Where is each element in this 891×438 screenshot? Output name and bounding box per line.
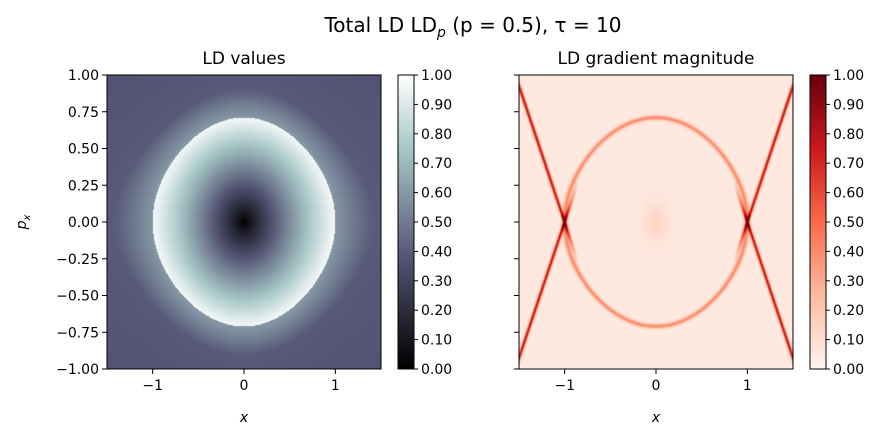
ld-values-cb-tick-label-8: 0.20: [421, 303, 452, 319]
ld-values-x-tick-label-0: −1: [142, 378, 163, 394]
ld-values-cb-tick-label-6: 0.40: [421, 244, 452, 260]
ld-gradient-cb-tick-label-2: 0.80: [833, 127, 864, 143]
colorbar-ticks-ld-values: 1.00 0.90 0.80 0.70 0.60 0.50 0.40 0.30 0.20 0.10…: [414, 68, 452, 378]
ld-values-cb-tick-label-3: 0.70: [421, 156, 452, 172]
ld-values-y-tick-label-0: 1.00: [68, 68, 99, 84]
ld-gradient-cb-tick-label-3: 0.70: [833, 156, 864, 172]
panel-title-ld-values: LD values: [202, 49, 285, 69]
heatmap-ld-gradient: [518, 74, 794, 370]
y-axis-ld-values: 1.00 0.75 0.50 0.25 0.00 −0.25 −0.50 −0.75 −1.00: [56, 68, 107, 378]
ld-values-cb-tick-label-5: 0.50: [421, 215, 452, 231]
ld-gradient-cb-tick-label-1: 0.90: [833, 97, 864, 113]
ld-gradient-cb-tick-label-10: 0.00: [833, 362, 864, 378]
figure-suptitle: Total LD LDp (p = 0.5), τ = 10: [323, 13, 621, 41]
ld-values-x-tick-label-1: 0: [240, 378, 249, 394]
ld-gradient-x-tick-label-2: 1: [743, 378, 752, 394]
ld-values-cb-tick-label-2: 0.80: [421, 127, 452, 143]
ld-values-cb-tick-label-1: 0.90: [421, 97, 452, 113]
ld-values-cb-tick-label-0: 1.00: [421, 68, 452, 84]
ld-gradient-cb-tick-label-8: 0.20: [833, 303, 864, 319]
ld-values-y-tick-label-6: −0.50: [56, 289, 99, 305]
colorbar-ticks-ld-gradient: 1.00 0.90 0.80 0.70 0.60 0.50 0.40 0.30 0.20 0.10…: [826, 68, 864, 378]
heatmap-ld-values: [106, 74, 382, 370]
x-axis-label-ld-gradient: x: [651, 410, 661, 426]
heatmap-image-ld-values: [107, 75, 381, 369]
ld-values-cb-tick-label-9: 0.10: [421, 333, 452, 349]
ld-values-y-tick-label-7: −0.75: [56, 325, 99, 341]
ld-values-y-tick-label-1: 0.75: [68, 105, 99, 121]
ld-values-cb-tick-label-10: 0.00: [421, 362, 452, 378]
ld-gradient-cb-tick-label-4: 0.60: [833, 186, 864, 202]
ld-gradient-cb-tick-label-7: 0.30: [833, 274, 864, 290]
x-axis-ld-values: −1 0 1: [142, 369, 340, 394]
ld-gradient-cb-tick-label-9: 0.10: [833, 333, 864, 349]
ld-values-y-tick-label-3: 0.25: [68, 178, 99, 194]
x-axis-label-ld-values: x: [239, 410, 249, 426]
colorbar-ld-values: [397, 74, 415, 370]
y-axis-ld-gradient: [514, 74, 519, 370]
ld-gradient-x-tick-label-0: −1: [554, 378, 575, 394]
ld-gradient-cb-tick-label-5: 0.50: [833, 215, 864, 231]
ld-gradient-x-tick-label-1: 0: [652, 378, 661, 394]
heatmap-image-ld-gradient: [519, 75, 793, 369]
ld-values-cb-tick-label-4: 0.60: [421, 186, 452, 202]
y-axis-label-ld-values: px: [14, 215, 33, 231]
ld-values-y-tick-label-8: −1.00: [56, 362, 99, 378]
ld-values-x-tick-label-2: 1: [331, 378, 340, 394]
ld-values-y-tick-label-5: −0.25: [56, 252, 99, 268]
x-axis-ld-gradient: −1 0 1: [554, 369, 752, 394]
ld-values-cb-tick-label-7: 0.30: [421, 274, 452, 290]
colorbar-ld-gradient: [809, 74, 827, 370]
panel-title-ld-gradient: LD gradient magnitude: [558, 49, 755, 69]
ld-values-y-tick-label-4: 0.00: [68, 215, 99, 231]
ld-gradient-cb-tick-label-0: 1.00: [833, 68, 864, 84]
ld-gradient-cb-tick-label-6: 0.40: [833, 244, 864, 260]
ld-values-y-tick-label-2: 0.50: [68, 142, 99, 158]
